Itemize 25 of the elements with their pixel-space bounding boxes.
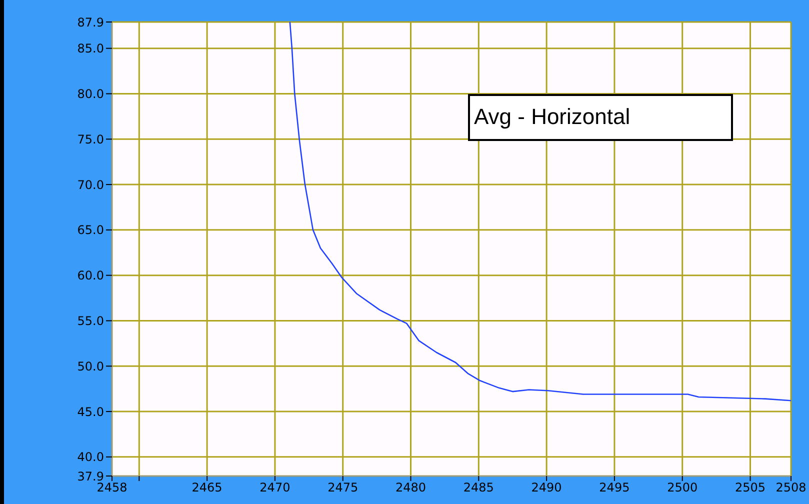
y-tick-label: 40.0 — [77, 450, 104, 464]
x-tick-label: 2475 — [328, 480, 358, 495]
y-tick-label: 65.0 — [77, 223, 104, 238]
y-tick-label: 50.0 — [77, 359, 104, 374]
y-tick-label: 75.0 — [77, 132, 104, 146]
x-tick-label: 2505 — [734, 480, 766, 495]
x-tick-label: 2508 — [776, 480, 806, 495]
y-tick-label: 85.0 — [77, 42, 104, 56]
label-box: Avg - Horizontal — [468, 94, 733, 141]
x-tick-label: 2500 — [667, 480, 698, 495]
y-tick-label: 55.0 — [77, 314, 104, 328]
y-tick-label: 37.9 — [77, 469, 104, 484]
x-tick-label: 2480 — [395, 480, 426, 495]
y-tick-label: 80.0 — [77, 86, 104, 101]
x-tick-label: 2470 — [260, 480, 290, 495]
x-tick-label: 2490 — [531, 480, 562, 495]
y-tick-label: 60.0 — [77, 268, 104, 283]
y-tick-label: 45.0 — [77, 404, 104, 419]
x-tick-label: 2495 — [599, 480, 630, 495]
line-series — [289, 22, 791, 402]
x-tick-label: 2485 — [463, 480, 494, 495]
x-tick-label: 2458 — [96, 480, 128, 495]
y-tick-label: 70.0 — [77, 178, 104, 192]
y-tick-label: 87.9 — [77, 15, 104, 30]
x-tick-label: 2465 — [192, 480, 222, 495]
